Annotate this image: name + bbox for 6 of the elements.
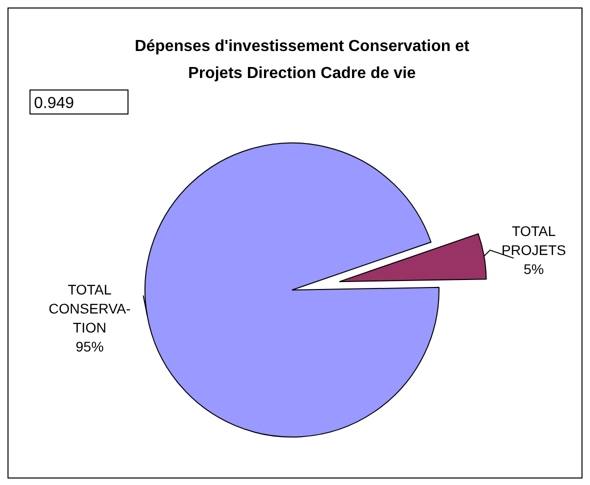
text: 0.949 [34, 95, 74, 112]
slice-label: TOTAL PROJETS [501, 223, 566, 258]
data-label: 95% [76, 338, 104, 354]
legend-label: TOTAL CONSERVA- TION [48, 281, 131, 336]
data-label: 5% [524, 261, 544, 278]
chart-title: Dépenses d'investissement Conservation et Projets Direction Cadre de vie [134, 38, 470, 82]
